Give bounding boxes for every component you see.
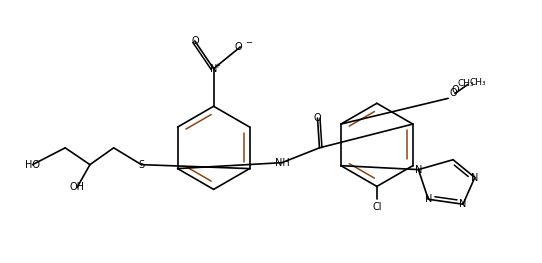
Text: Cl: Cl xyxy=(372,202,382,212)
Text: N: N xyxy=(424,194,432,204)
Text: N: N xyxy=(415,165,422,175)
Text: HO: HO xyxy=(25,160,40,170)
Text: N: N xyxy=(459,199,467,209)
Text: −: − xyxy=(245,38,251,47)
Text: OH: OH xyxy=(69,183,85,193)
Text: O: O xyxy=(314,113,321,123)
Text: N: N xyxy=(471,173,479,183)
Text: CH₃: CH₃ xyxy=(470,78,487,87)
Text: O: O xyxy=(451,85,459,95)
Text: NH: NH xyxy=(274,158,289,168)
Text: O: O xyxy=(191,36,198,46)
Text: O: O xyxy=(449,88,457,98)
Text: O: O xyxy=(235,42,242,52)
Text: N: N xyxy=(210,64,217,74)
Text: S: S xyxy=(138,160,145,170)
Text: CH₃: CH₃ xyxy=(457,79,474,88)
Text: +: + xyxy=(215,63,221,69)
